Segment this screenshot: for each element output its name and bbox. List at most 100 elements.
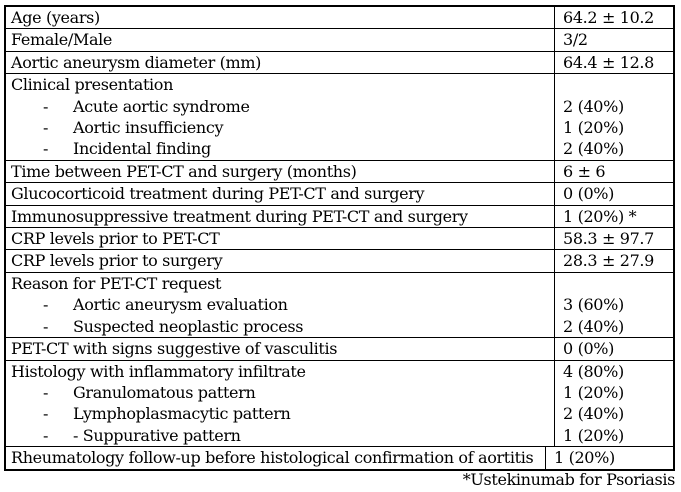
table-row-line: Reason for PET-CT request: [6, 272, 673, 295]
row-label-cell: - Aortic insufficiency: [6, 117, 555, 139]
table-row-line: Histology with inflammatory infiltrate 4 …: [6, 360, 673, 382]
row-label: Clinical presentation: [11, 75, 174, 95]
table-subrow-line: - Lymphoplasmacytic pattern 2 (40%): [6, 403, 673, 425]
dash-bullet: -: [43, 295, 49, 315]
row-label-cell: - Aortic aneurysm evaluation: [6, 294, 555, 316]
row-value: 0 (0%): [563, 184, 615, 204]
row-value: 6 ± 6: [563, 161, 606, 181]
table-subrow-line: - Aortic aneurysm evaluation 3 (60%): [6, 294, 673, 316]
row-label: CRP levels prior to surgery: [11, 251, 223, 271]
table-row: Age (years) 64.2 ± 10.2: [6, 7, 673, 29]
row-label: CRP levels prior to PET-CT: [11, 229, 220, 249]
dash-bullet: -: [43, 139, 49, 159]
row-value: 2 (40%): [563, 404, 624, 424]
row-label: Immunosuppressive treatment during PET-C…: [11, 206, 468, 226]
dash-bullet: -: [43, 96, 49, 116]
subrow-label: Incidental finding: [73, 139, 211, 159]
row-value: 2 (40%): [563, 96, 624, 116]
table-row-line: CRP levels prior to surgery 28.3 ± 27.9: [6, 250, 673, 272]
row-label: Histology with inflammatory infiltrate: [11, 361, 306, 381]
row-label: PET-CT with signs suggestive of vasculit…: [11, 339, 338, 359]
row-value: 28.3 ± 27.9: [563, 251, 654, 271]
row-value: 1 (20%) *: [563, 206, 637, 226]
table-row-line: Female/Male 3/2: [6, 29, 673, 51]
table-row: Immunosuppressive treatment during PET-C…: [6, 204, 673, 228]
dash-bullet: -: [43, 316, 49, 336]
row-value: 64.4 ± 12.8: [563, 52, 654, 72]
table-subrow-line: - Aortic insufficiency 1 (20%): [6, 117, 673, 139]
row-label-cell: Time between PET-CT and surgery (months): [6, 160, 555, 183]
row-label-cell: CRP levels prior to PET-CT: [6, 228, 555, 250]
subrow-label: Lymphoplasmacytic pattern: [73, 404, 291, 424]
dash-bullet: -: [43, 382, 49, 402]
row-label: Aortic aneurysm diameter (mm): [11, 52, 262, 72]
table-subrow-line: - Acute aortic syndrome 2 (40%): [6, 95, 673, 118]
row-label-cell: - Granulomatous pattern: [6, 381, 555, 404]
characteristics-table: Age (years) 64.2 ± 10.2 Female/Male 3/2 Aort…: [4, 5, 675, 471]
row-label: Time between PET-CT and surgery (months): [11, 161, 357, 181]
row-label-cell: - - Suppurative pattern: [6, 424, 555, 447]
table-row: CRP levels prior to surgery 28.3 ± 27.9: [6, 249, 673, 272]
table-row: Reason for PET-CT request - Aortic aneury…: [6, 271, 673, 338]
row-value: 1 (20%): [554, 448, 615, 468]
row-value: 64.2 ± 10.2: [563, 8, 654, 27]
row-label-cell: Glucocorticoid treatment during PET-CT a…: [6, 183, 555, 205]
table-subrow-line: - - Suppurative pattern 1 (20%): [6, 424, 673, 447]
row-value: 58.3 ± 97.7: [563, 229, 654, 249]
row-value: 1 (20%): [563, 382, 624, 402]
row-label-cell: Immunosuppressive treatment during PET-C…: [6, 205, 555, 228]
row-label-cell: - Acute aortic syndrome: [6, 95, 555, 118]
row-value: 1 (20%): [563, 118, 624, 138]
table-row-line: Aortic aneurysm diameter (mm) 64.4 ± 12.8: [6, 51, 673, 74]
table-row-line: Clinical presentation: [6, 74, 673, 96]
table-footnote: *Ustekinumab for Psoriasis: [462, 470, 676, 489]
row-value: 3 (60%): [563, 295, 624, 315]
table-row: Time between PET-CT and surgery (months)…: [6, 159, 673, 183]
table-row: CRP levels prior to PET-CT 58.3 ± 97.7: [6, 227, 673, 250]
table-row: Glucocorticoid treatment during PET-CT a…: [6, 182, 673, 205]
dash-bullet: -: [43, 118, 49, 138]
row-value: 4 (80%): [563, 361, 624, 381]
row-label: Rheumatology follow-up before histologic…: [11, 448, 534, 468]
row-label: Glucocorticoid treatment during PET-CT a…: [11, 184, 425, 204]
table-row-line: Age (years) 64.2 ± 10.2: [6, 7, 673, 29]
subrow-label: Aortic aneurysm evaluation: [73, 295, 288, 315]
table-row: Female/Male 3/2: [6, 28, 673, 51]
row-label-cell: PET-CT with signs suggestive of vasculit…: [6, 338, 555, 360]
table-row-line: Glucocorticoid treatment during PET-CT a…: [6, 183, 673, 205]
table-row-line: Rheumatology follow-up before histologic…: [6, 447, 673, 469]
table-subrow-line: - Granulomatous pattern 1 (20%): [6, 381, 673, 404]
subrow-label: - Suppurative pattern: [73, 425, 241, 445]
row-label-cell: Rheumatology follow-up before histologic…: [6, 447, 546, 469]
row-value: 1 (20%): [563, 425, 624, 445]
table-row-line: Immunosuppressive treatment during PET-C…: [6, 205, 673, 228]
row-label-cell: - Incidental finding: [6, 138, 555, 160]
row-value: [555, 273, 673, 294]
row-value: 2 (40%): [563, 316, 624, 336]
table-subrow-line: - Incidental finding 2 (40%): [6, 138, 673, 160]
row-value: 0 (0%): [563, 339, 615, 359]
table-row: PET-CT with signs suggestive of vasculit…: [6, 337, 673, 360]
table-row: Aortic aneurysm diameter (mm) 64.4 ± 12.8: [6, 50, 673, 74]
table-row: Clinical presentation - Acute aortic synd…: [6, 73, 673, 160]
row-label-cell: CRP levels prior to surgery: [6, 250, 555, 272]
row-label-cell: Histology with inflammatory infiltrate: [6, 360, 555, 382]
row-label-cell: Clinical presentation: [6, 74, 555, 96]
row-label: Reason for PET-CT request: [11, 273, 222, 293]
row-label-cell: Reason for PET-CT request: [6, 272, 555, 295]
dash-bullet: -: [43, 425, 49, 445]
dash-bullet: -: [43, 404, 49, 424]
row-label-cell: Female/Male: [6, 29, 555, 51]
row-label-cell: - Lymphoplasmacytic pattern: [6, 403, 555, 425]
row-label-cell: Aortic aneurysm diameter (mm): [6, 51, 555, 74]
table-row-line: CRP levels prior to PET-CT 58.3 ± 97.7: [6, 228, 673, 250]
row-label-cell: Age (years): [6, 7, 555, 29]
table-row-line: Time between PET-CT and surgery (months)…: [6, 160, 673, 183]
row-label: Age (years): [11, 8, 100, 27]
row-label-cell: - Suspected neoplastic process: [6, 315, 555, 338]
subrow-label: Granulomatous pattern: [73, 382, 256, 402]
table-row: Histology with inflammatory infiltrate 4 …: [6, 359, 673, 447]
table-row-line: PET-CT with signs suggestive of vasculit…: [6, 338, 673, 360]
subrow-label: Acute aortic syndrome: [73, 96, 250, 116]
row-label: Female/Male: [11, 30, 113, 50]
